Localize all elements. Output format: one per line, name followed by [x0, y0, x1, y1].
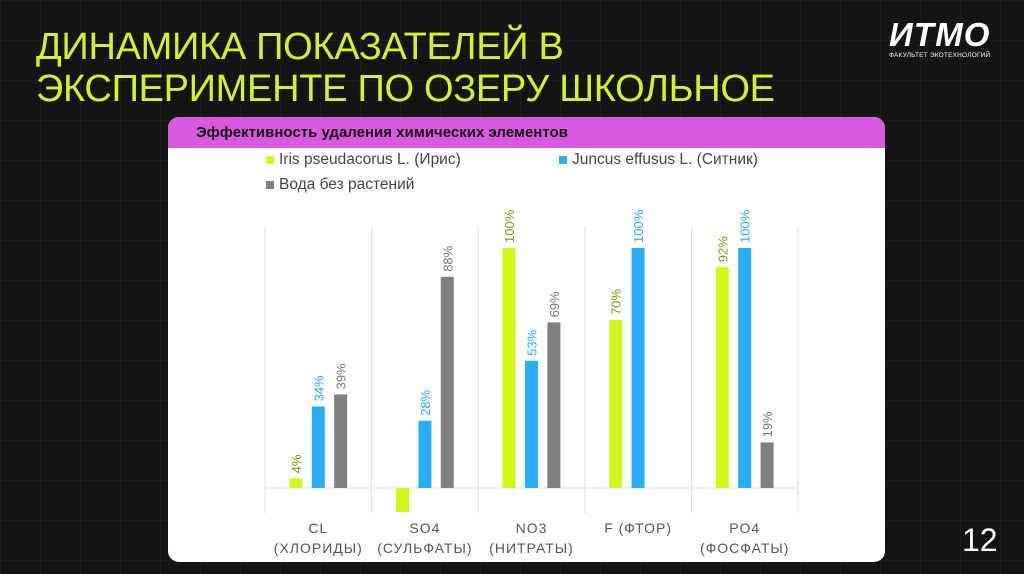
bar-2-1: [440, 276, 454, 488]
legend-item-water: Вода без растений: [266, 176, 414, 194]
legend-label: Вода без растений: [279, 176, 415, 193]
bar-1-3: [631, 248, 645, 488]
slide-title: ДИНАМИКА ПОКАЗАТЕЛЕЙ В ЭКСПЕРИМЕНТЕ ПО О…: [36, 26, 775, 110]
category-label: PO4: [729, 520, 760, 536]
category-label: CL: [308, 520, 328, 536]
bar-1-0: [311, 406, 325, 488]
legend-swatch: [559, 156, 567, 164]
data-label: 69%: [547, 291, 562, 317]
chart-title: Эффективность удаления химических элемен…: [168, 117, 885, 148]
category-label: NO3: [516, 520, 548, 536]
category-label: (СУЛЬФАТЫ): [377, 540, 472, 556]
logo-mark: ИТМО: [889, 16, 991, 53]
bar-2-2: [547, 322, 561, 488]
data-label: 34%: [311, 375, 326, 401]
bar-2-4: [760, 442, 774, 488]
category-label: F (ФТОР): [604, 520, 672, 536]
title-line-1: ДИНАМИКА ПОКАЗАТЕЛЕЙ В: [36, 26, 564, 68]
data-label: 88%: [440, 245, 455, 271]
bar-0-3: [609, 320, 623, 488]
title-line-2: ЭКСПЕРИМЕНТЕ ПО ОЗЕРУ ШКОЛЬНОЕ: [36, 68, 775, 110]
data-label: 39%: [334, 363, 349, 389]
legend-item-iris: Iris pseudacorus L. (Ирис): [266, 151, 461, 169]
bar-0-2: [502, 248, 516, 488]
legend-item-juncus: Juncus effusus L. (Ситник): [559, 151, 758, 169]
chart-card: Эффективность удаления химических элемен…: [168, 117, 885, 562]
legend-label: Juncus effusus L. (Ситник): [572, 151, 758, 168]
data-label: 4%: [289, 454, 304, 473]
bar-1-1: [418, 420, 432, 488]
category-label: (ХЛОРИДЫ): [274, 540, 363, 556]
bar-0-4: [715, 267, 729, 488]
legend-label: Iris pseudacorus L. (Ирис): [279, 151, 461, 168]
data-label: 100%: [631, 209, 646, 243]
bar-1-4: [738, 248, 752, 488]
bar-1-2: [525, 360, 538, 488]
data-label: 19%: [760, 411, 775, 437]
data-label: 28%: [418, 389, 433, 415]
bar-0-0: [289, 478, 303, 488]
page-number: 12: [962, 522, 998, 558]
bar-0-1: [396, 488, 410, 512]
category-label: (ФОСФАТЫ): [700, 540, 790, 556]
bar-2-0: [334, 394, 348, 488]
category-label: SO4: [409, 520, 440, 536]
data-label: 53%: [525, 329, 540, 355]
itmo-logo: ИТМО ФАКУЛЬТЕТ ЭКОТЕХНОЛОГИЙ: [889, 16, 1001, 59]
data-label: 100%: [738, 209, 753, 243]
legend-swatch: [266, 156, 274, 164]
category-label: (НИТРАТЫ): [489, 540, 574, 556]
data-label: 70%: [609, 289, 624, 315]
data-label: 100%: [502, 209, 517, 243]
data-label: 92%: [715, 236, 730, 262]
legend-swatch: [266, 181, 274, 189]
bar-chart: 4% 100% 70% 92% 34% 28% 53% 100% 100% 39% 88% 69% 19…: [264, 209, 799, 556]
logo-subtitle: ФАКУЛЬТЕТ ЭКОТЕХНОЛОГИЙ: [889, 52, 991, 59]
